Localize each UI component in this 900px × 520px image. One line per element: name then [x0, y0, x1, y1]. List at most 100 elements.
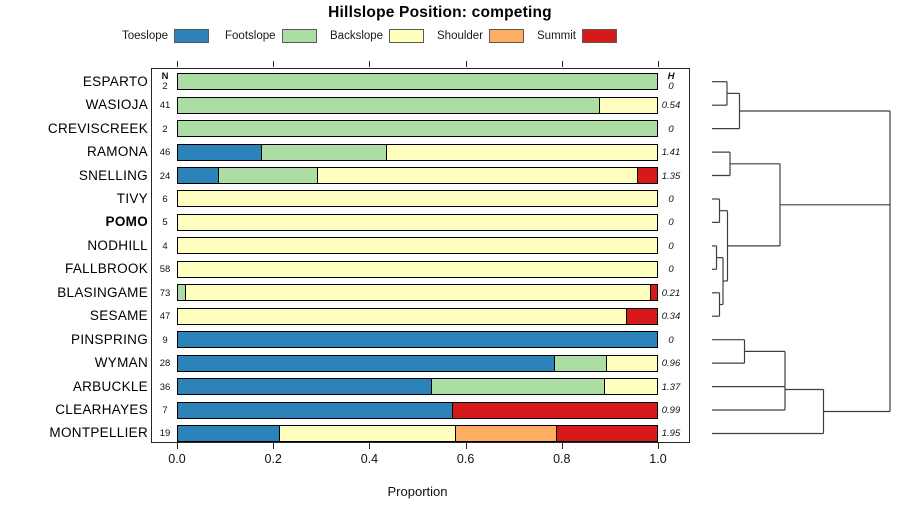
stacked-bar	[177, 213, 658, 231]
h-value: 0.99	[661, 405, 681, 416]
bar-segment-backslope	[386, 144, 657, 160]
legend-item-shoulder: Shoulder	[437, 27, 525, 44]
legend-swatch-footslope	[281, 28, 317, 43]
legend-swatch-summit	[581, 28, 617, 43]
n-value: 4	[162, 240, 168, 252]
legend-swatch-backslope	[389, 28, 425, 43]
bar-segment-backslope	[185, 285, 650, 301]
stacked-bar	[177, 260, 658, 278]
row-label: ARBUCKLE	[72, 378, 148, 394]
bar-segment-summit	[452, 402, 657, 418]
n-value: 5	[162, 217, 168, 229]
row-label: POMO	[105, 214, 148, 230]
n-value: 28	[159, 358, 171, 370]
legend-label: Backslope	[330, 29, 384, 42]
bar-segment-summit	[556, 425, 657, 441]
stacked-bar	[177, 167, 658, 184]
axis-tick-top	[177, 61, 178, 67]
axis-tick-top	[273, 61, 275, 67]
n-value: 6	[162, 193, 168, 205]
h-value: 0	[668, 264, 674, 276]
row-label: SESAME	[89, 308, 148, 324]
stacked-bar	[177, 96, 658, 114]
h-value: 1.95	[661, 428, 681, 440]
n-value: 41	[159, 100, 171, 112]
axis-tick-label: 1.0	[649, 452, 667, 466]
row-label: WYMAN	[94, 355, 148, 371]
bar-segment-toeslope	[178, 355, 554, 371]
axis-tick-label: 0.2	[264, 452, 282, 466]
h-value: 1.37	[661, 381, 681, 393]
axis-tick-bottom	[658, 443, 659, 449]
plot-box	[151, 68, 690, 443]
axis-tick-bottom	[561, 443, 563, 449]
legend-item-summit: Summit	[537, 27, 617, 44]
legend-swatch-toeslope	[174, 28, 210, 43]
n-value: 46	[159, 147, 171, 159]
row-label: NODHILL	[87, 237, 148, 253]
bar-segment-toeslope	[178, 425, 279, 441]
bar-segment-footslope	[431, 379, 604, 395]
legend-label: Shoulder	[437, 29, 484, 42]
legend-item-toeslope: Toeslope	[122, 27, 210, 44]
n-value: 58	[159, 264, 171, 276]
stacked-bar	[177, 331, 658, 349]
bar-segment-shoulder	[455, 425, 556, 441]
bar-segment-footslope	[218, 168, 317, 183]
axis-tick-top	[561, 61, 563, 67]
h-value: 0	[668, 193, 674, 205]
row-label: FALLBROOK	[65, 261, 148, 277]
stacked-bar	[177, 120, 658, 138]
axis-tick-label: 0.8	[553, 452, 571, 466]
bar-segment-toeslope	[178, 168, 218, 183]
row-label: WASIOJA	[85, 97, 148, 113]
n-value: 24	[159, 170, 171, 182]
bar-segment-footslope	[554, 355, 606, 371]
bar-segment-backslope	[178, 261, 657, 277]
n-value: 47	[159, 311, 171, 323]
row-label: CREVISCREEK	[47, 120, 148, 136]
bar-segment-backslope	[604, 379, 657, 395]
legend-swatch-shoulder	[489, 28, 525, 43]
stacked-bar	[177, 354, 658, 372]
stacked-bar	[177, 401, 658, 419]
bar-segment-backslope	[317, 168, 637, 183]
bar-segment-toeslope	[178, 144, 261, 160]
h-column-header: H	[667, 70, 675, 82]
axis-tick-label: 0.0	[168, 452, 186, 466]
axis-tick-bottom	[273, 443, 275, 449]
h-value: 0.54	[661, 100, 681, 112]
bar-segment-footslope	[261, 144, 386, 160]
legend-label: Toeslope	[122, 29, 169, 42]
stacked-bar	[177, 237, 658, 255]
legend-label: Summit	[537, 29, 576, 42]
bar-segment-footslope	[178, 121, 657, 137]
stacked-bar	[177, 143, 658, 161]
row-label: MONTPELLIER	[49, 425, 148, 441]
chart-title: Hillslope Position: competing	[328, 4, 552, 21]
axis-tick-top	[658, 61, 659, 67]
x-axis-title: Proportion	[387, 484, 448, 499]
bar-segment-backslope	[178, 238, 657, 254]
bar-segment-backslope	[606, 355, 657, 371]
n-value: 2	[162, 123, 168, 135]
axis-tick-bottom	[465, 443, 467, 449]
stacked-bar	[177, 284, 658, 302]
axis-tick-top	[465, 61, 467, 67]
n-value: 36	[159, 381, 171, 393]
h-value: 0	[668, 123, 674, 135]
bar-segment-summit	[626, 308, 657, 324]
bar-segment-footslope	[178, 97, 599, 113]
axis-tick-bottom	[177, 443, 178, 449]
axis-tick-top	[369, 61, 371, 67]
h-value: 0	[668, 240, 674, 252]
bar-segment-backslope	[178, 214, 657, 230]
row-label: BLASINGAME	[57, 284, 148, 300]
stacked-bar	[177, 378, 658, 396]
bar-segment-backslope	[599, 97, 657, 113]
n-value: 19	[159, 428, 171, 440]
legend-item-backslope: Backslope	[330, 27, 425, 44]
